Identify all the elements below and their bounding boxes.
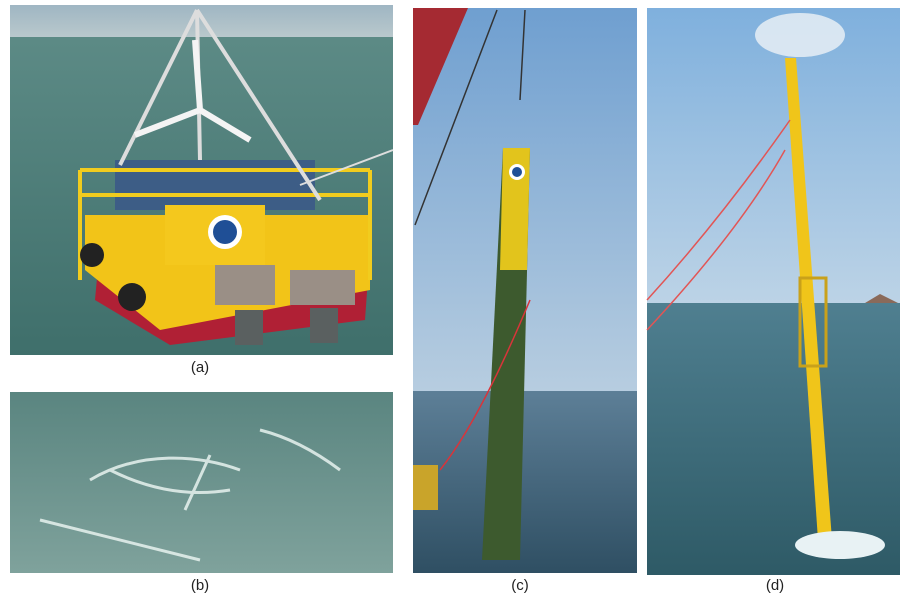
caption-c: (c): [511, 577, 529, 594]
caption-a: (a): [191, 359, 209, 376]
photo-a: [10, 5, 394, 355]
photo-b: [10, 392, 393, 573]
caption-d: (d): [766, 577, 784, 594]
photo-c: [413, 8, 637, 573]
photo-d: [646, 8, 900, 575]
caption-b: (b): [191, 577, 209, 594]
